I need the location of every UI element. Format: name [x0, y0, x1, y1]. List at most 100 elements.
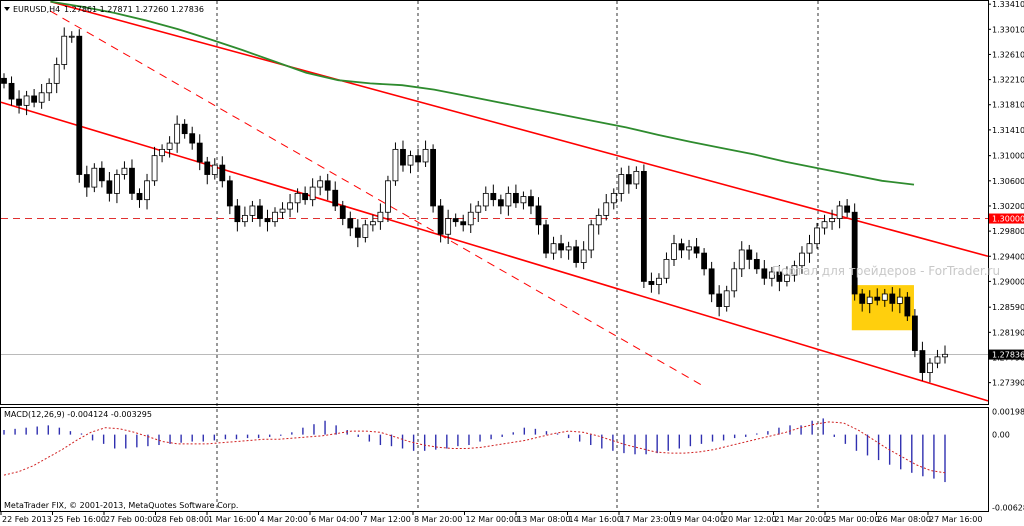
candle-body — [784, 274, 790, 282]
candle-body — [16, 98, 22, 106]
candle — [701, 248, 708, 276]
candle-body — [490, 192, 497, 201]
price-tick-label: 1.28190 — [992, 328, 1024, 337]
candle-body — [264, 218, 271, 223]
copyright-text: MetaTrader FIX, © 2001-2013, MetaQuotes … — [4, 501, 238, 510]
date-tick-label: 20 Mar 12:00 — [723, 515, 776, 524]
price-tick-label: 1.29400 — [992, 252, 1024, 261]
candle — [663, 252, 670, 284]
indicator-label: MACD(12,26,9) -0.004124 -0.003295 — [4, 410, 152, 419]
candle — [467, 203, 474, 233]
candle-body — [354, 227, 361, 238]
candle-body — [701, 252, 708, 270]
candle — [573, 239, 580, 268]
candle — [31, 89, 38, 108]
date-tick-label: 1 Mar 16:00 — [208, 515, 256, 524]
candle-body — [708, 268, 715, 295]
candle — [347, 211, 354, 237]
candle-body — [844, 205, 851, 213]
candle-body — [656, 277, 662, 285]
candle — [648, 272, 655, 293]
candle — [76, 29, 83, 183]
candle — [415, 148, 421, 172]
candle — [806, 234, 813, 263]
candle-body — [324, 180, 331, 191]
candle — [129, 159, 135, 200]
candle — [144, 173, 150, 210]
candle-body — [287, 202, 293, 210]
price-axis: 1.33410 1.33010 1.32610 1.32210 1.31810 1.314… — [988, 0, 1024, 388]
price-tick-label: 1.33010 — [992, 25, 1024, 34]
candle — [1, 73, 7, 89]
candle — [437, 199, 444, 243]
candle — [196, 134, 203, 171]
candle — [505, 186, 512, 216]
candle — [257, 199, 263, 227]
candle — [392, 142, 399, 186]
candle-body — [385, 180, 391, 213]
candle — [114, 169, 120, 204]
macd-signal-line — [3, 421, 946, 476]
candle — [8, 76, 15, 106]
candle — [490, 184, 497, 207]
candle-body — [144, 180, 150, 201]
candle — [610, 188, 617, 210]
candle-body — [98, 167, 105, 182]
candle-body — [189, 133, 196, 144]
candle-body — [678, 243, 685, 251]
current-price-tag: 1.27836 — [989, 349, 1024, 360]
candle — [678, 238, 685, 259]
candle — [241, 206, 248, 227]
candle-body — [46, 82, 53, 94]
candle — [723, 285, 730, 312]
candle-body — [339, 205, 346, 219]
candle-body — [753, 258, 760, 270]
candle-body — [294, 192, 301, 204]
level-price-tag: 1.30000 — [989, 213, 1024, 224]
candle-body — [942, 353, 948, 358]
candle — [204, 156, 211, 185]
moving-average — [50, 0, 915, 186]
candle-body — [528, 196, 534, 207]
price-tick-label: 1.30200 — [992, 202, 1024, 211]
candle — [91, 163, 98, 193]
candle-body — [309, 186, 316, 201]
candle-body — [445, 218, 452, 235]
macd-tick-label: 0.001988 — [992, 408, 1024, 417]
candle — [189, 126, 196, 150]
symbol-dropdown-icon[interactable] — [4, 7, 10, 11]
date-axis: 22 Feb 2013 25 Feb 16:00 27 Feb 00:00 28 Fe… — [0, 511, 982, 524]
candle-body — [38, 92, 45, 103]
candle-body — [603, 202, 610, 216]
candle — [377, 203, 384, 230]
candle — [731, 261, 738, 298]
candle — [927, 358, 933, 383]
candle-body — [806, 243, 813, 254]
candle — [287, 194, 293, 218]
candle-body — [249, 205, 256, 216]
candle-body — [61, 35, 68, 65]
candle — [520, 191, 527, 210]
candle — [513, 184, 519, 208]
candle — [942, 345, 948, 364]
candle-body — [31, 95, 38, 103]
candle — [53, 57, 60, 94]
price-tick-label: 1.30600 — [992, 177, 1024, 186]
candle — [580, 241, 587, 270]
candle — [279, 202, 286, 219]
candle-body — [181, 123, 188, 135]
macd-axis: 0.001988 0.00 -0.006285 — [992, 408, 1024, 513]
candle — [46, 78, 53, 101]
candle-body — [686, 246, 692, 251]
candle-body — [588, 224, 595, 251]
candle — [784, 266, 790, 287]
candle — [836, 200, 843, 229]
candle — [708, 261, 715, 303]
candle-body — [106, 180, 113, 194]
vertical-gridlines — [216, 1, 819, 511]
candle — [354, 219, 361, 248]
candle-body — [520, 196, 527, 204]
candle-body — [889, 293, 896, 304]
date-tick-label: 21 Mar 20:00 — [775, 515, 828, 524]
